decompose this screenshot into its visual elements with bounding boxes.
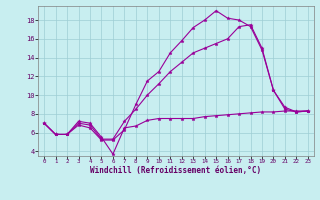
X-axis label: Windchill (Refroidissement éolien,°C): Windchill (Refroidissement éolien,°C)	[91, 166, 261, 175]
